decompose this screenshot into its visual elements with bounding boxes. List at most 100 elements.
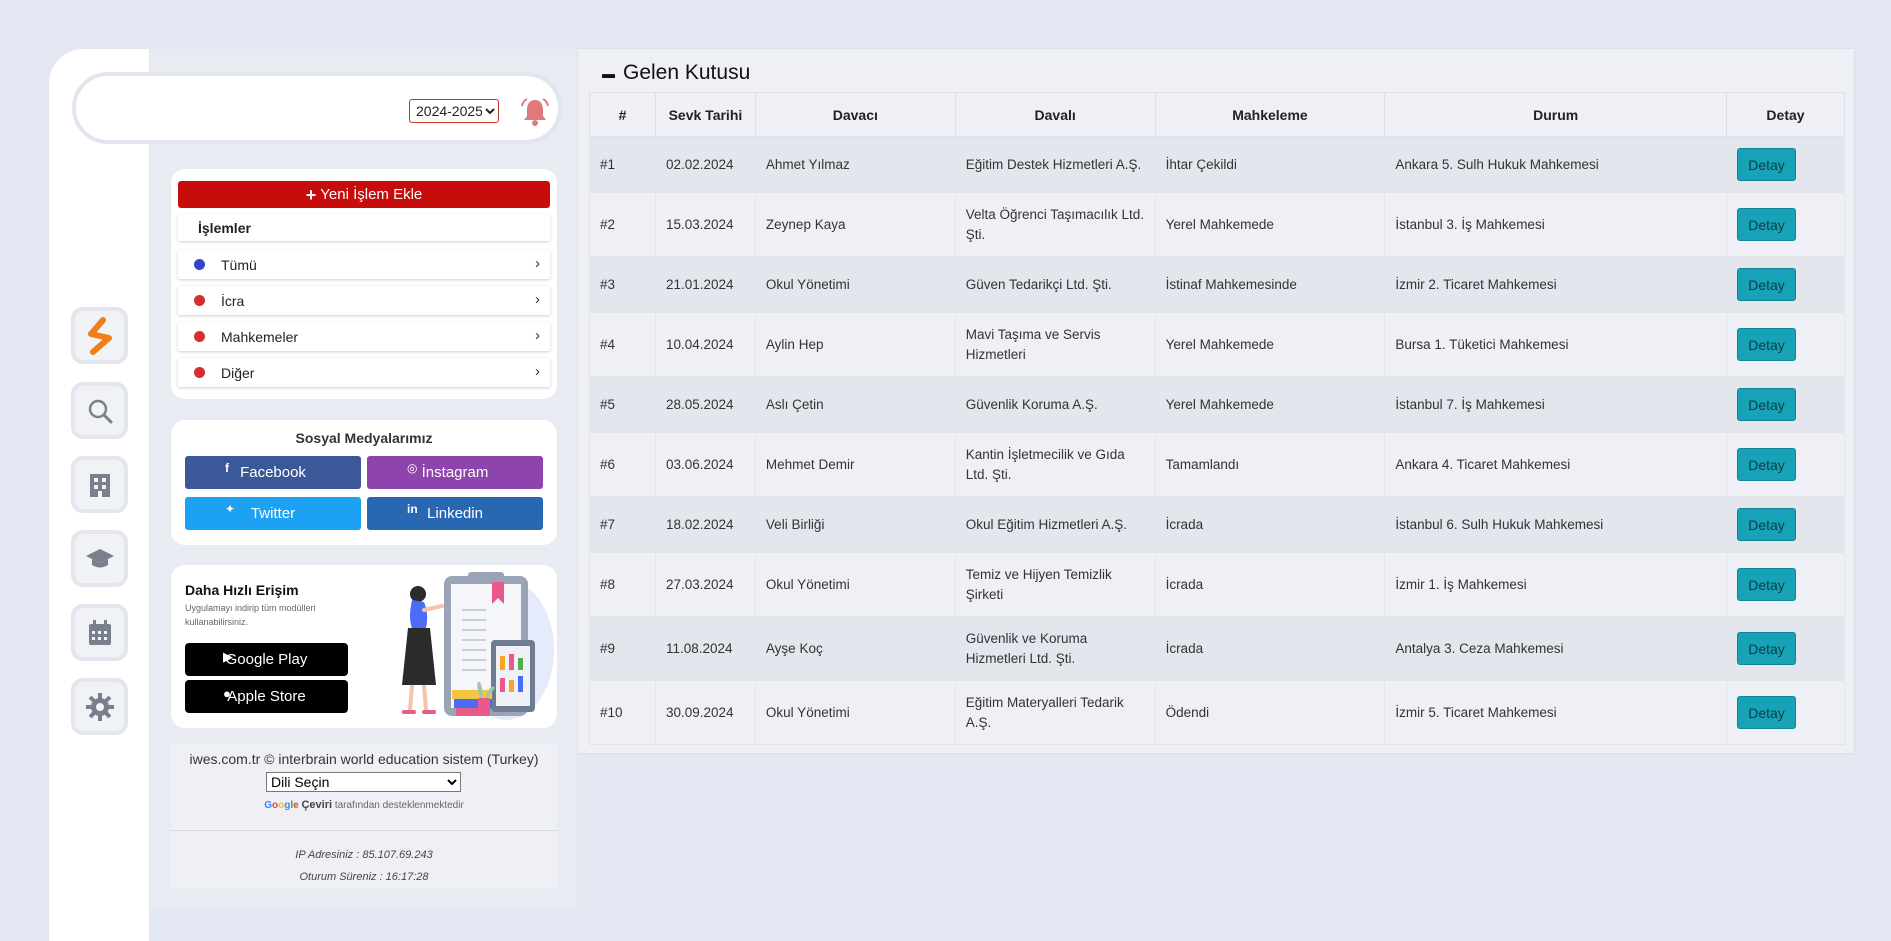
cell-defendant: Kantin İşletmecilik ve Gıda Ltd. Şti. xyxy=(954,432,1156,497)
table-row[interactable]: #9 11.08.2024 Ayşe Koç Güvenlik ve Koruma H… xyxy=(589,616,1845,681)
search-icon xyxy=(88,399,112,423)
table-row[interactable]: #4 10.04.2024 Aylin Hep Mavi Taşıma ve Serv… xyxy=(589,312,1845,377)
column-header-number[interactable]: # xyxy=(589,92,656,137)
google-play-button[interactable]: ▶ Google Play xyxy=(185,643,348,676)
cell-date: 27.03.2024 xyxy=(654,552,756,617)
table-row[interactable]: #6 03.06.2024 Mehmet Demir Kantin İşletmeci… xyxy=(589,432,1845,497)
linkedin-label: Linkedin xyxy=(427,505,483,522)
detail-button[interactable]: Detay xyxy=(1737,268,1796,301)
language-select[interactable]: Dili Seçin xyxy=(266,772,461,792)
operation-item-label: Diğer xyxy=(221,364,255,381)
cell-status: İzmir 1. İş Mahkemesi xyxy=(1384,552,1727,617)
operation-item-label: İcra xyxy=(221,292,245,309)
detail-button[interactable]: Detay xyxy=(1737,388,1796,421)
rail-settings-button[interactable] xyxy=(71,678,128,735)
cell-court: İcrada xyxy=(1154,496,1386,553)
cell-detail: Detay xyxy=(1726,312,1845,377)
detail-button[interactable]: Detay xyxy=(1737,508,1796,541)
translate-word: Çeviri xyxy=(301,799,333,811)
column-header-court[interactable]: Mahkeleme xyxy=(1154,92,1386,137)
play-icon: ▶ xyxy=(223,649,233,664)
status-dot xyxy=(194,331,205,342)
status-dot xyxy=(194,367,205,378)
table-row[interactable]: #2 15.03.2024 Zeynep Kaya Velta Öğrenci Taş… xyxy=(589,192,1845,257)
operation-item-label: Tümü xyxy=(221,256,257,273)
bell-icon[interactable] xyxy=(519,96,551,128)
cell-number: #8 xyxy=(589,552,656,617)
cell-detail: Detay xyxy=(1726,680,1845,745)
rail-building-button[interactable] xyxy=(71,456,128,513)
app-logo-button[interactable] xyxy=(71,307,128,364)
cell-plaintiff: Zeynep Kaya xyxy=(754,192,956,257)
cell-plaintiff: Okul Yönetimi xyxy=(754,680,956,745)
chevron-right-icon: › xyxy=(535,327,540,344)
left-rail xyxy=(49,49,149,941)
operations-heading: İşlemler xyxy=(178,214,550,241)
table-row[interactable]: #3 21.01.2024 Okul Yönetimi Güven Tedarikçi… xyxy=(589,256,1845,313)
cell-court: İhtar Çekildi xyxy=(1154,136,1386,193)
rail-calendar-button[interactable] xyxy=(71,604,128,661)
cell-defendant: Eğitim Destek Hizmetleri A.Ş. xyxy=(954,136,1156,193)
graduation-cap-icon xyxy=(85,548,114,567)
twitter-label: Twitter xyxy=(250,505,296,522)
detail-button[interactable]: Detay xyxy=(1737,632,1796,665)
cell-date: 15.03.2024 xyxy=(654,192,756,257)
column-header-date[interactable]: Sevk Tarihi xyxy=(654,92,756,137)
cell-status: Bursa 1. Tüketici Mahkemesi xyxy=(1384,312,1727,377)
apple-store-button[interactable]: ● Apple Store xyxy=(185,680,348,713)
cell-plaintiff: Veli Birliği xyxy=(754,496,956,553)
session-time-text: Oturum Süreniz : 16:17:28 xyxy=(299,871,429,883)
cell-court: Yerel Mahkemede xyxy=(1154,376,1386,433)
social-media-title: Sosyal Medyalarımız xyxy=(295,430,433,446)
detail-button[interactable]: Detay xyxy=(1737,328,1796,361)
table-row[interactable]: #1 02.02.2024 Ahmet Yılmaz Eğitim Destek Hi… xyxy=(589,136,1845,193)
cell-number: #9 xyxy=(589,616,656,681)
cell-defendant: Eğitim Materyalleri Tedarik A.Ş. xyxy=(954,680,1156,745)
academic-year-select[interactable]: 2024-2025 xyxy=(409,99,499,123)
rail-education-button[interactable] xyxy=(71,530,128,587)
table-header-row: # Sevk Tarihi Davacı Davalı Mahkeleme Du… xyxy=(589,92,1845,137)
operation-item-other[interactable]: Diğer › xyxy=(178,358,550,387)
column-header-plaintiff[interactable]: Davacı xyxy=(754,92,956,137)
cell-court: Ödendi xyxy=(1154,680,1386,745)
add-new-operation-button[interactable]: + Yeni İşlem Ekle xyxy=(178,181,550,208)
powered-by-text: tarafından desteklenmektedir xyxy=(334,800,464,811)
cell-court: İcrada xyxy=(1154,616,1386,681)
cell-defendant: Temiz ve Hijyen Temizlik Şirketi xyxy=(954,552,1156,617)
detail-button[interactable]: Detay xyxy=(1737,696,1796,729)
chevron-right-icon: › xyxy=(535,291,540,308)
cell-detail: Detay xyxy=(1726,496,1845,553)
gear-icon xyxy=(85,692,114,721)
operation-item-all[interactable]: Tümü › xyxy=(178,250,550,279)
linkedin-button[interactable]: in Linkedin xyxy=(367,497,543,530)
status-dot xyxy=(194,295,205,306)
detail-button[interactable]: Detay xyxy=(1737,568,1796,601)
table-row[interactable]: #8 27.03.2024 Okul Yönetimi Temiz ve Hijyen… xyxy=(589,552,1845,617)
cell-status: İzmir 5. Ticaret Mahkemesi xyxy=(1384,680,1727,745)
operation-item-courts[interactable]: Mahkemeler › xyxy=(178,322,550,351)
twitter-button[interactable]: ✦ Twitter xyxy=(185,497,361,530)
detail-button[interactable]: Detay xyxy=(1737,208,1796,241)
column-header-status[interactable]: Durum xyxy=(1384,92,1727,137)
operation-item-icra[interactable]: İcra › xyxy=(178,286,550,315)
divider xyxy=(171,830,557,831)
rail-search-button[interactable] xyxy=(71,382,128,439)
apple-store-label: Apple Store xyxy=(227,688,306,705)
inbox-title: ▬ Gelen Kutusu xyxy=(602,61,750,85)
table-row[interactable]: #7 18.02.2024 Veli Birliği Okul Eğitim Hizm… xyxy=(589,496,1845,553)
instagram-button[interactable]: ◎ İnstagram xyxy=(367,456,543,489)
social-media-card: Sosyal Medyalarımız f Facebook ◎ İnstagr… xyxy=(171,420,557,545)
column-header-defendant[interactable]: Davalı xyxy=(954,92,1156,137)
inbox-panel: ▬ Gelen Kutusu # Sevk Tarihi Davacı Dava… xyxy=(578,49,1854,753)
cell-plaintiff: Mehmet Demir xyxy=(754,432,956,497)
table-row[interactable]: #10 30.09.2024 Okul Yönetimi Eğitim Materya… xyxy=(589,680,1845,745)
cell-number: #2 xyxy=(589,192,656,257)
google-logo: Google xyxy=(264,800,299,811)
cell-number: #3 xyxy=(589,256,656,313)
building-icon xyxy=(89,473,110,497)
column-header-detail[interactable]: Detay xyxy=(1726,92,1845,137)
facebook-button[interactable]: f Facebook xyxy=(185,456,361,489)
detail-button[interactable]: Detay xyxy=(1737,148,1796,181)
detail-button[interactable]: Detay xyxy=(1737,448,1796,481)
table-row[interactable]: #5 28.05.2024 Aslı Çetin Güvenlik Koruma A.… xyxy=(589,376,1845,433)
